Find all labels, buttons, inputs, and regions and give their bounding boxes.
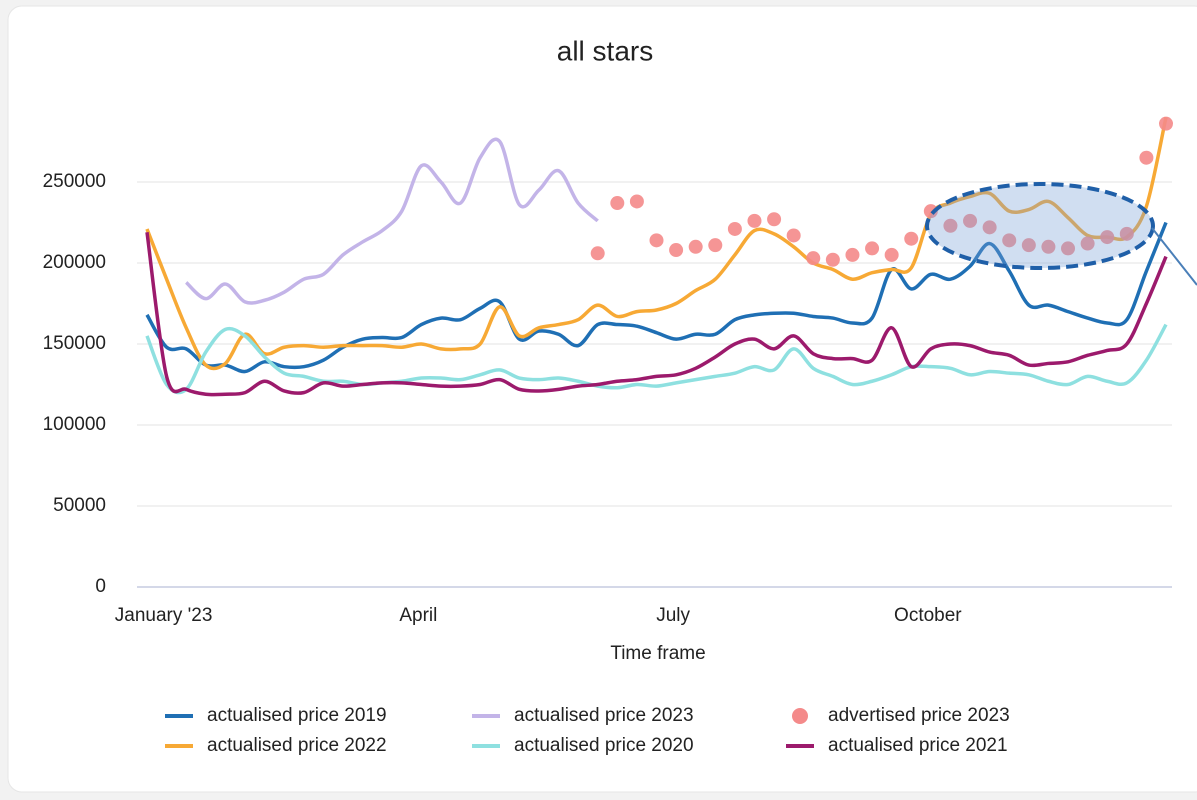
chart-title: all stars [557,35,653,66]
data-point [610,196,625,211]
legend-label: actualised price 2020 [514,735,694,756]
y-tick-label: 100000 [43,414,106,435]
data-point [727,221,742,236]
data-point [1002,233,1017,248]
data-point [1041,239,1056,254]
data-point [1159,116,1173,131]
data-point [923,204,938,219]
data-point [1061,241,1076,256]
data-point [884,247,899,262]
data-point [1080,236,1095,251]
data-point [1021,238,1036,253]
legend-marker [792,708,808,724]
data-point [943,218,958,233]
legend-label: actualised price 2021 [828,735,1008,756]
x-tick-label: July [656,605,690,626]
x-tick-label: April [399,605,437,626]
y-tick-label: 50000 [53,495,106,516]
data-point [590,246,605,261]
series-line [145,116,1168,371]
data-point [786,228,801,243]
data-point [669,243,684,258]
data-point [649,233,664,248]
x-axis-title: Time frame [610,643,705,664]
data-point [825,252,840,267]
data-point [629,194,644,209]
legend-label: actualised price 2019 [207,705,387,726]
card [7,5,1197,793]
legend: actualised price 2019 actualised price 20… [165,705,1010,756]
data-point [982,220,997,235]
data-point [1119,226,1134,241]
data-point [1139,150,1154,165]
data-point [767,212,782,227]
y-tick-label: 250000 [43,171,106,192]
series-line [145,221,1168,374]
data-point [708,238,723,253]
y-tick-label: 150000 [43,333,106,354]
data-point [865,241,880,256]
x-tick-label: October [894,605,962,626]
y-tick-label: 200000 [43,252,106,273]
data-point [904,231,919,246]
series-line [184,137,599,305]
series-line [145,323,1168,395]
highlight-ellipse [925,182,1155,270]
legend-label: actualised price 2022 [207,735,387,756]
series-line [145,231,1168,397]
annotation-pointer [1151,227,1197,286]
data-point [845,247,860,262]
y-tick-label: 0 [95,576,106,597]
data-point [806,251,821,266]
plot [145,116,1173,397]
legend-label: advertised price 2023 [828,705,1010,726]
grid: 0 50000 100000 150000 200000 250000 January '2… [43,171,1172,626]
legend-label: actualised price 2023 [514,705,694,726]
x-tick-label: January '23 [115,605,213,626]
data-point [963,213,978,228]
data-point [747,213,762,228]
data-point [688,239,703,254]
data-point [1100,230,1115,245]
